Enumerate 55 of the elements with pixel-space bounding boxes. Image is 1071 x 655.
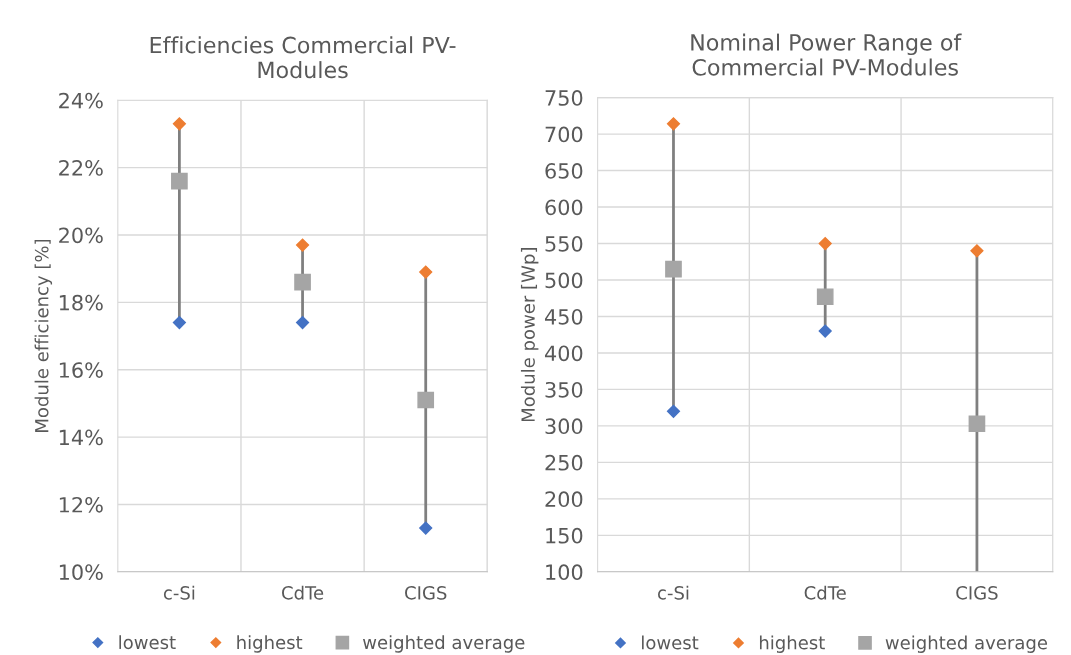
y-tick-label: 100	[546, 564, 583, 581]
x-tick-label: CdTe	[804, 585, 846, 600]
x-tick-label: c-Si	[658, 585, 689, 600]
chart-title: Nominal Power Range of Commercial PV-Modules	[691, 33, 962, 76]
point	[295, 315, 310, 330]
y-tick-label: 200	[545, 491, 583, 508]
x-tick-label: CIGS	[956, 586, 998, 600]
point	[968, 415, 986, 433]
y-axis-title: Module power [Wp]	[520, 248, 539, 422]
point	[417, 391, 435, 409]
legend-label: highest	[759, 635, 825, 653]
y-tick-label: 500	[545, 272, 583, 289]
point	[816, 288, 834, 306]
y-tick-label: 550	[545, 235, 583, 252]
y-axis-title: Module efficiency [%]	[34, 239, 53, 432]
y-tick-label: 600	[545, 199, 583, 216]
y-tick-label: 16%	[59, 362, 103, 378]
y-tick-label: 700	[545, 126, 583, 143]
y-tick-label: 14%	[59, 429, 103, 446]
point	[665, 260, 682, 278]
x-tick-label: CIGS	[405, 586, 447, 600]
y-tick-label: 22%	[59, 160, 103, 176]
y-tick-label: 24%	[59, 92, 103, 109]
chart-title: Efficiencies Commercial PV- Modules	[150, 36, 456, 79]
y-tick-label: 10%	[59, 564, 103, 581]
point	[172, 315, 186, 330]
legend-label: lowest	[642, 635, 699, 650]
y-tick-label: 650	[545, 163, 583, 179]
y-tick-label: 18%	[59, 294, 103, 311]
y-tick-label: 750	[545, 90, 583, 106]
point	[172, 117, 186, 131]
legend-label: highest	[237, 635, 303, 653]
y-tick-label: 20%	[59, 227, 103, 244]
legend-label: weighted average	[885, 635, 1048, 653]
y-tick-label: 350	[545, 381, 583, 398]
x-tick-label: CdTe	[282, 585, 324, 600]
legend-label: lowest	[119, 635, 176, 650]
point	[171, 172, 188, 190]
y-tick-label: 400	[544, 345, 583, 362]
point	[818, 324, 832, 338]
point	[295, 238, 310, 252]
legend-label: weighted average	[363, 635, 525, 653]
point	[818, 236, 832, 251]
point	[419, 521, 433, 535]
y-tick-label: 300	[545, 418, 583, 435]
point	[970, 244, 984, 258]
point	[419, 265, 433, 279]
y-tick-label: 150	[546, 527, 583, 544]
y-tick-label: 450	[544, 308, 583, 325]
point	[666, 404, 681, 418]
point	[294, 273, 311, 291]
x-tick-label: c-Si	[163, 585, 195, 600]
y-tick-label: 250	[545, 454, 583, 471]
y-tick-label: 12%	[59, 496, 103, 513]
point	[666, 117, 681, 131]
